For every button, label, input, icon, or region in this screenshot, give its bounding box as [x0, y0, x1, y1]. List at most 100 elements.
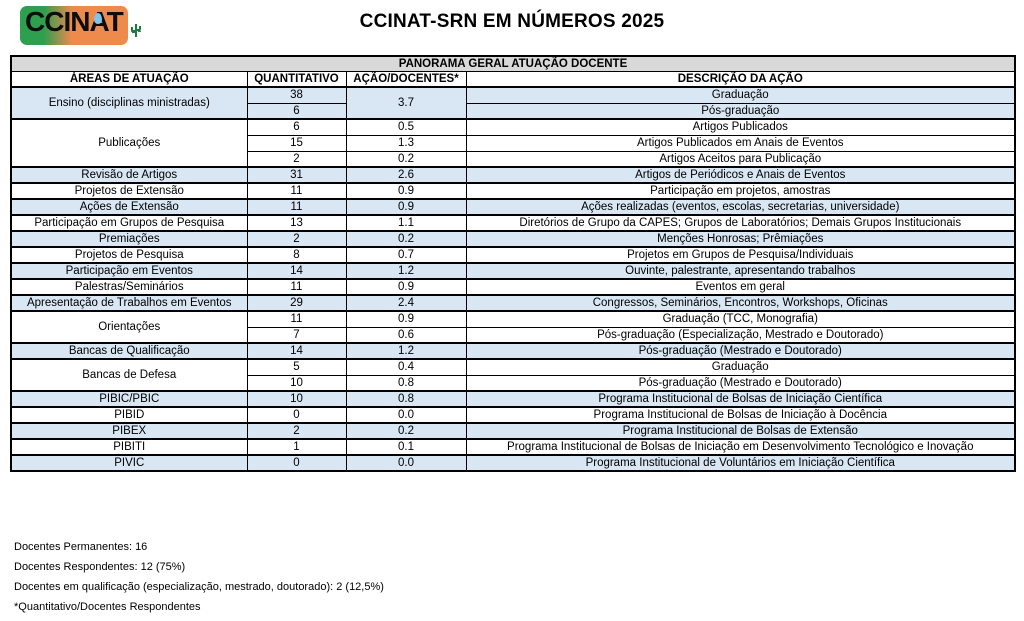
footnotes: Docentes Permanentes: 16 Docentes Respon… — [14, 541, 384, 621]
descricao-cell: Graduação — [465, 86, 1016, 104]
table-row: Participação em Grupos de Pesquisa 13 1.1 D… — [10, 214, 1016, 232]
quantitativo-cell: 11 — [246, 310, 347, 328]
area-cell: Ensino (disciplinas ministradas) — [10, 86, 248, 120]
footnote-quantitativo-legend: *Quantitativo/Docentes Respondentes — [14, 601, 201, 613]
area-cell: Participação em Grupos de Pesquisa — [10, 214, 248, 232]
acao-docentes-cell: 0.0 — [345, 454, 467, 472]
table-row: PIBITI 1 0.1 Programa Institucional de Bols… — [10, 438, 1016, 456]
column-header-acao-docentes: AÇÃO/DOCENTES* — [345, 71, 467, 88]
table-row: PIBIC/PBIC 10 0.8 Programa Institucional de… — [10, 390, 1016, 408]
acao-docentes-cell: 1.3 — [345, 134, 467, 152]
area-cell: Publicações — [10, 118, 248, 168]
table-row: Participação em Eventos 14 1.2 Ouvinte, pal… — [10, 262, 1016, 280]
area-cell: Participação em Eventos — [10, 262, 248, 280]
acao-docentes-cell: 1.1 — [345, 214, 467, 232]
table-row: PIBEX 2 0.2 Programa Institucional de Bolsa… — [10, 422, 1016, 440]
descricao-cell: Artigos Publicados — [465, 118, 1016, 136]
descricao-cell: Congressos, Seminários, Encontros, Works… — [465, 294, 1016, 312]
acao-docentes-cell: 0.5 — [345, 118, 467, 136]
quantitativo-cell: 29 — [246, 294, 347, 312]
area-cell: Bancas de Qualificação — [10, 342, 248, 360]
descricao-cell: Programa Institucional de Bolsas de Inic… — [465, 390, 1016, 408]
table-row: 6 Pós-graduação — [11, 102, 1016, 120]
footnote-docentes-qualificacao: Docentes em qualificação (especialização… — [14, 581, 384, 593]
area-cell: Projetos de Extensão — [10, 182, 248, 200]
quantitativo-cell: 11 — [246, 278, 347, 296]
acao-docentes-cell: 0.9 — [345, 310, 467, 328]
descricao-cell: Participação em projetos, amostras — [465, 182, 1016, 200]
acao-docentes-cell: 0.0 — [345, 406, 467, 424]
table-row: Projetos de Extensão 11 0.9 Participação em… — [10, 182, 1016, 200]
area-cell: Palestras/Seminários — [10, 278, 248, 296]
table-row: Bancas de Defesa 5 0.4 Graduação — [10, 358, 1016, 392]
quantitativo-cell: 7 — [246, 326, 347, 344]
table-row: Projetos de Pesquisa 8 0.7 Projetos em Grup… — [10, 246, 1016, 264]
descricao-cell: Programa Institucional de Bolsas de Inic… — [465, 406, 1016, 424]
area-cell: Bancas de Defesa — [10, 358, 248, 392]
quantitativo-cell: 11 — [246, 182, 347, 200]
area-cell: Premiações — [10, 230, 248, 248]
table-row: Orientações 11 0.9 Graduação (TCC, Monograf… — [10, 310, 1016, 344]
acao-docentes-cell: 1.2 — [345, 342, 467, 360]
quantitativo-cell: 15 — [246, 134, 347, 152]
column-header-descricao: DESCRIÇÃO DA AÇÃO — [465, 71, 1016, 88]
cactus-icon — [130, 23, 141, 43]
descricao-cell: Programa Institucional de Bolsas de Inic… — [465, 438, 1016, 456]
quantitativo-cell: 38 — [246, 86, 347, 104]
quantitativo-cell: 2 — [246, 422, 347, 440]
table-header-row: ÁREAS DE ATUAÇÃO QUANTITATIVO AÇÃO/DOCEN… — [10, 71, 1016, 88]
descricao-cell: Pós-graduação (Mestrado e Doutorado) — [465, 374, 1016, 392]
descricao-cell: Ações realizadas (eventos, escolas, secr… — [465, 198, 1016, 216]
column-header-quantitativo: QUANTITATIVO — [246, 71, 347, 88]
acao-docentes-cell: 0.4 — [345, 358, 467, 376]
table-row: Premiações 2 0.2 Menções Honrosas; Prêmiaçõ… — [10, 230, 1016, 248]
area-cell: Orientações — [10, 310, 248, 344]
descricao-cell: Graduação (TCC, Monografia) — [465, 310, 1016, 328]
panorama-table: PANORAMA GERAL ATUAÇÃO DOCENTE ÁREAS DE … — [10, 55, 1017, 472]
acao-docentes-cell: 0.1 — [345, 438, 467, 456]
table-row: Revisão de Artigos 31 2.6 Artigos de Periód… — [10, 166, 1016, 184]
table-row: PIBID 0 0.0 Programa Institucional de Bolsa… — [10, 406, 1016, 424]
ccinat-logo: CCINAT — [20, 6, 141, 45]
quantitativo-cell: 6 — [246, 102, 347, 120]
acao-docentes-cell: 2.6 — [345, 166, 467, 184]
quantitativo-cell: 10 — [246, 390, 347, 408]
footnote-docentes-respondentes: Docentes Respondentes: 12 (75%) — [14, 561, 186, 573]
table-row: 2 0.2 Artigos Aceitos para Publicação — [11, 150, 1016, 168]
area-cell: Projetos de Pesquisa — [10, 246, 248, 264]
area-cell: PIVIC — [10, 454, 248, 472]
area-cell: Revisão de Artigos — [10, 166, 248, 184]
descricao-cell: Pós-graduação (Especialização, Mestrado … — [465, 326, 1016, 344]
logo-box: CCINAT — [20, 6, 128, 45]
area-cell: PIBEX — [10, 422, 248, 440]
table-row: Palestras/Seminários 11 0.9 Eventos em gera… — [10, 278, 1016, 296]
descricao-cell: Eventos em geral — [465, 278, 1016, 296]
acao-docentes-cell: 0.2 — [345, 150, 467, 168]
quantitativo-cell: 5 — [246, 358, 347, 376]
table-row: Apresentação de Trabalhos em Eventos 29 2.… — [10, 294, 1016, 312]
acao-docentes-cell: 0.9 — [345, 278, 467, 296]
quantitativo-cell: 8 — [246, 246, 347, 264]
descricao-cell: Graduação — [465, 358, 1016, 376]
area-cell: Apresentação de Trabalhos em Eventos — [10, 294, 248, 312]
acao-docentes-cell: 0.6 — [345, 326, 467, 344]
area-cell: Ações de Extensão — [10, 198, 248, 216]
column-header-areas: ÁREAS DE ATUAÇÃO — [10, 71, 248, 88]
descricao-cell: Artigos Aceitos para Publicação — [465, 150, 1016, 168]
footnote-docentes-permanentes: Docentes Permanentes: 16 — [14, 541, 148, 553]
table-row: Ações de Extensão 11 0.9 Ações realizadas (… — [10, 198, 1016, 216]
area-cell: PIBID — [10, 406, 248, 424]
quantitativo-cell: 0 — [246, 406, 347, 424]
table-row: Publicações 6 0.5 Artigos Publicados — [10, 118, 1016, 168]
descricao-cell: Artigos de Periódicos e Anais de Eventos — [465, 166, 1016, 184]
acao-docentes-cell: 0.9 — [345, 182, 467, 200]
page-title: CCINAT-SRN EM NÚMEROS 2025 — [359, 11, 665, 32]
acao-docentes-cell: 0.9 — [345, 198, 467, 216]
quantitativo-cell: 6 — [246, 118, 347, 136]
logo-text: CCINAT — [25, 6, 124, 37]
descricao-cell: Menções Honrosas; Prêmiações — [465, 230, 1016, 248]
acao-docentes-cell: 0.8 — [345, 390, 467, 408]
quantitativo-cell: 0 — [246, 454, 347, 472]
quantitativo-cell: 13 — [246, 214, 347, 232]
quantitativo-cell: 11 — [246, 198, 347, 216]
